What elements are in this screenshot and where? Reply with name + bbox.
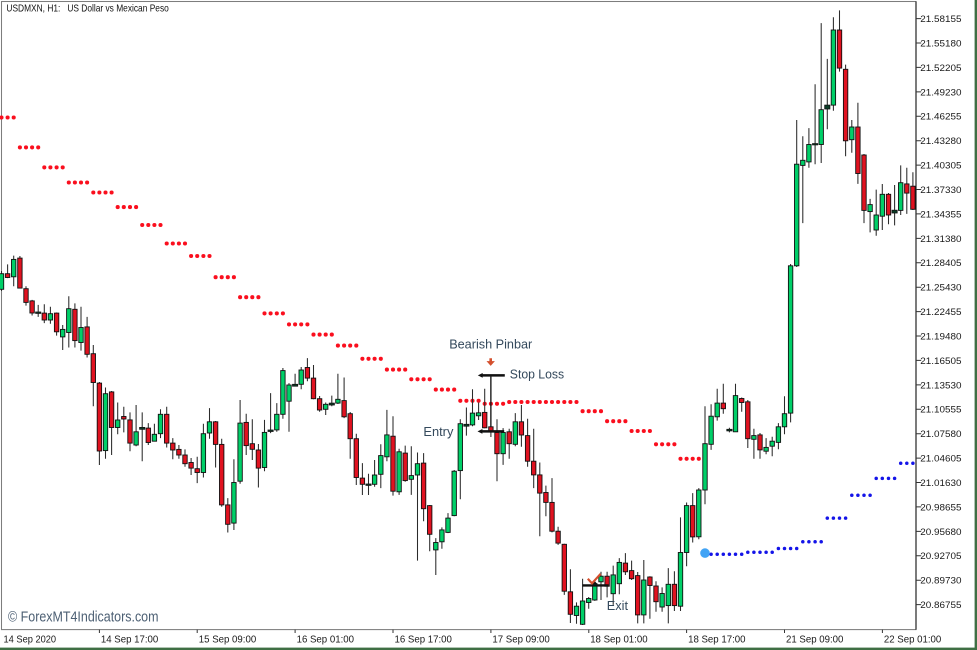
svg-text:21.37330: 21.37330 <box>920 184 961 195</box>
svg-text:20.86755: 20.86755 <box>920 599 961 610</box>
svg-text:21.34355: 21.34355 <box>920 208 961 219</box>
svg-text:21.13530: 21.13530 <box>920 379 961 390</box>
svg-text:21.22455: 21.22455 <box>920 306 961 317</box>
svg-text:16 Sep 01:00: 16 Sep 01:00 <box>297 634 355 645</box>
svg-text:21.55180: 21.55180 <box>920 37 961 48</box>
svg-text:14 Sep 17:00: 14 Sep 17:00 <box>101 634 159 645</box>
svg-text:17 Sep 09:00: 17 Sep 09:00 <box>492 634 550 645</box>
svg-text:21.58155: 21.58155 <box>920 13 961 24</box>
svg-text:18 Sep 17:00: 18 Sep 17:00 <box>688 634 746 645</box>
svg-text:Exit: Exit <box>607 598 629 613</box>
svg-text:20.89730: 20.89730 <box>920 575 961 586</box>
svg-text:18 Sep 01:00: 18 Sep 01:00 <box>590 634 648 645</box>
svg-text:14 Sep 2020: 14 Sep 2020 <box>4 634 57 645</box>
svg-text:Stop Loss: Stop Loss <box>510 366 564 381</box>
svg-text:USDMXN, H1: US Dollar vs Mex: USDMXN, H1: US Dollar vs Mexican Peso <box>6 4 169 15</box>
svg-text:© ForexMT4Indicators.com: © ForexMT4Indicators.com <box>8 609 159 625</box>
svg-text:20.92705: 20.92705 <box>920 550 961 561</box>
svg-text:21.46255: 21.46255 <box>920 111 961 122</box>
svg-text:21.04605: 21.04605 <box>920 453 961 464</box>
svg-text:21.25430: 21.25430 <box>920 282 961 293</box>
svg-text:21.01630: 21.01630 <box>920 477 961 488</box>
svg-text:21 Sep 09:00: 21 Sep 09:00 <box>786 634 844 645</box>
svg-text:Bearish Pinbar: Bearish Pinbar <box>449 336 533 351</box>
svg-text:21.16505: 21.16505 <box>920 355 961 366</box>
svg-text:21.52205: 21.52205 <box>920 62 961 73</box>
svg-text:21.19480: 21.19480 <box>920 330 961 341</box>
svg-text:Entry: Entry <box>423 424 454 439</box>
svg-text:20.95680: 20.95680 <box>920 526 961 537</box>
svg-text:21.28405: 21.28405 <box>920 257 961 268</box>
svg-text:20.98655: 20.98655 <box>920 501 961 512</box>
svg-text:21.07580: 21.07580 <box>920 428 961 439</box>
svg-text:21.49230: 21.49230 <box>920 86 961 97</box>
svg-text:22 Sep 01:00: 22 Sep 01:00 <box>884 634 942 645</box>
svg-text:15 Sep 09:00: 15 Sep 09:00 <box>199 634 257 645</box>
svg-text:21.43280: 21.43280 <box>920 135 961 146</box>
svg-text:16 Sep 17:00: 16 Sep 17:00 <box>395 634 453 645</box>
svg-text:21.10555: 21.10555 <box>920 404 961 415</box>
svg-text:21.31380: 21.31380 <box>920 233 961 244</box>
svg-text:21.40305: 21.40305 <box>920 160 961 171</box>
